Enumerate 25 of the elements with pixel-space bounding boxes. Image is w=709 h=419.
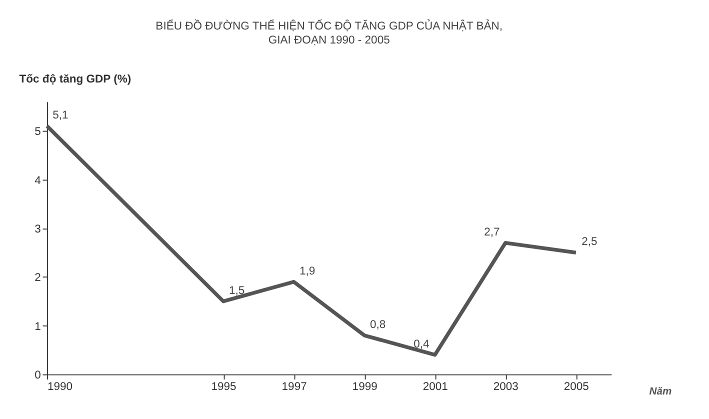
data-label: 1,9	[299, 265, 316, 278]
x-tick-label: 1995	[211, 380, 236, 393]
data-label: 0,4	[414, 338, 430, 350]
data-label: 0,8	[370, 318, 386, 331]
y-tick-label: 1	[34, 320, 41, 333]
data-label: 1,5	[228, 284, 245, 297]
data-label: 5,1	[52, 109, 68, 122]
x-axis-title: Năm	[649, 386, 672, 398]
y-tick-label: 5	[34, 126, 41, 138]
line-series	[45, 124, 578, 357]
x-tick-label: 1999	[352, 380, 378, 393]
x-tick-label: 1990	[47, 380, 73, 393]
x-tick-label: 2003	[493, 380, 518, 393]
chart-title: BIỂU ĐỒ ĐƯỜNG THỂ HIỆN TỐC ĐỘ TĂNG GDP CỦA NHẬT BẢN,	[156, 18, 503, 32]
y-tick-label: 2	[34, 272, 41, 284]
x-tick-label: 2005	[564, 380, 589, 393]
x-tick-label: 2001	[422, 380, 448, 393]
data-label: 2,5	[582, 236, 598, 248]
y-tick-label: 4	[34, 174, 41, 187]
data-label: 2,7	[484, 226, 500, 238]
y-tick-label: 0	[34, 370, 41, 382]
y-axis-title: Tốc độ tăng GDP (%)	[19, 73, 132, 86]
chart-subtitle: GIAI ĐOẠN 1990 - 2005	[268, 34, 390, 46]
y-tick-label: 3	[34, 223, 41, 236]
x-tick-label: 1997	[282, 380, 307, 393]
